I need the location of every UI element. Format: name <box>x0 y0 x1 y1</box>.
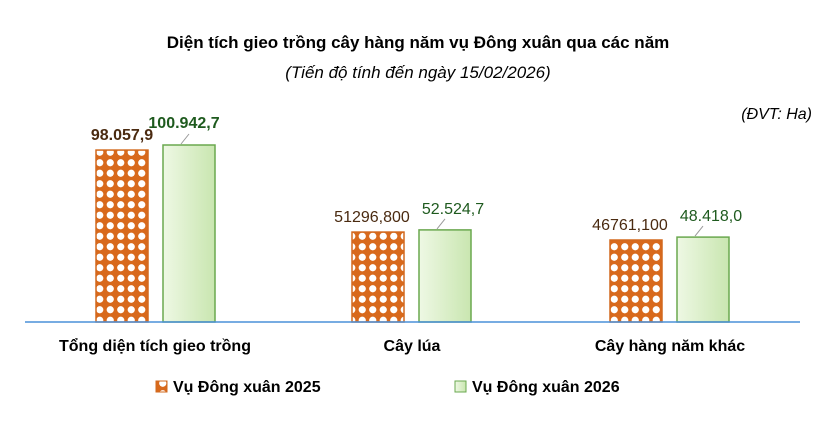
unit-label: (ĐVT: Ha) <box>741 106 812 123</box>
data-label-leader <box>436 218 446 230</box>
data-label: 46761,100 <box>592 217 668 234</box>
bar-2025 <box>351 231 405 323</box>
legend-label-2026: Vụ Đông xuân 2026 <box>472 379 620 396</box>
data-label: 52.524,7 <box>422 201 484 218</box>
legend: Vụ Đông xuân 2025 Vụ Đông xuân 2026 <box>155 379 620 396</box>
data-label: 48.418,0 <box>680 208 742 225</box>
bar-2026 <box>418 229 472 323</box>
bar-2025 <box>609 239 663 323</box>
legend-label-2025: Vụ Đông xuân 2025 <box>173 379 321 396</box>
legend-swatch-2026 <box>454 380 467 393</box>
data-label: 98.057,9 <box>91 127 153 144</box>
chart-title: Diện tích gieo trồng cây hàng năm vụ Đôn… <box>167 33 670 52</box>
chart-subtitle: (Tiến độ tính đến ngày 15/02/2026) <box>285 63 550 82</box>
x-tick-label: Cây lúa <box>384 338 441 355</box>
x-tick-label: Cây hàng năm khác <box>595 338 745 355</box>
x-tick-label: Tổng diện tích gieo trồng <box>59 337 251 355</box>
data-label-leader <box>180 133 190 145</box>
data-label-leader <box>694 225 704 237</box>
bar-2026 <box>676 236 730 323</box>
bar-2025 <box>95 149 149 323</box>
bar-2026 <box>162 144 216 323</box>
data-label: 51296,800 <box>334 209 410 226</box>
legend-swatch-2025 <box>155 380 168 393</box>
data-label: 100.942,7 <box>148 115 219 132</box>
